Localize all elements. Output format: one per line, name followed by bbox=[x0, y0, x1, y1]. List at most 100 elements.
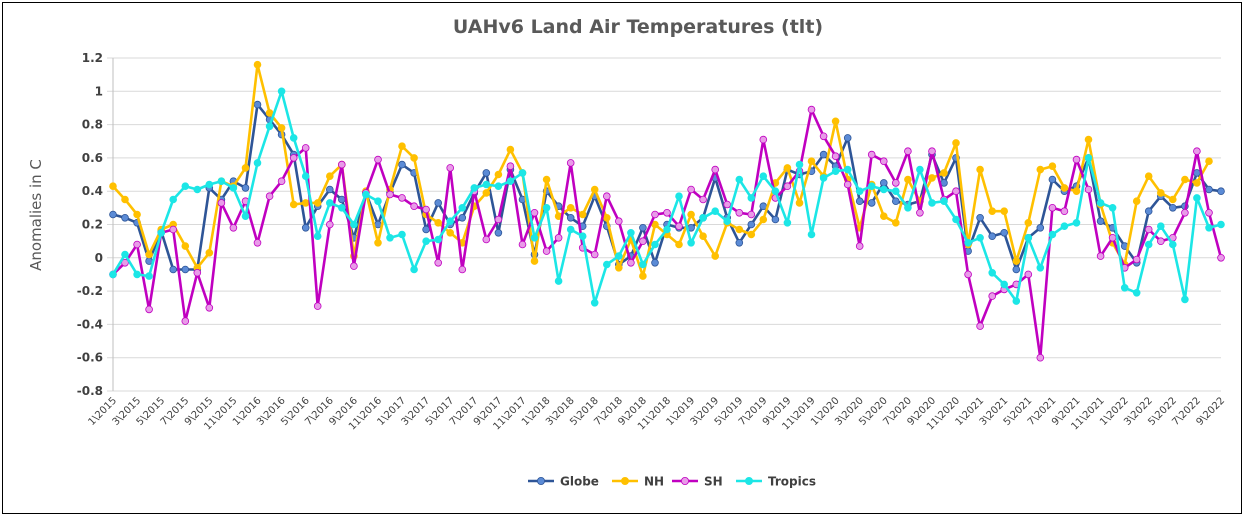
data-point bbox=[494, 215, 503, 224]
data-point bbox=[1144, 207, 1153, 216]
data-point bbox=[217, 177, 226, 186]
data-point bbox=[1217, 187, 1225, 196]
data-point bbox=[843, 134, 852, 142]
data-point bbox=[940, 197, 948, 206]
data-point bbox=[795, 160, 804, 169]
data-point bbox=[1036, 353, 1045, 362]
data-point bbox=[1012, 257, 1021, 265]
data-point bbox=[446, 217, 455, 226]
data-point bbox=[831, 167, 840, 176]
data-point bbox=[1000, 229, 1008, 237]
data-point bbox=[1036, 165, 1045, 174]
data-point bbox=[1048, 204, 1057, 212]
data-point bbox=[602, 192, 611, 201]
data-point bbox=[133, 210, 141, 219]
data-point bbox=[771, 187, 780, 196]
data-point bbox=[602, 260, 611, 269]
data-point bbox=[121, 250, 129, 259]
data-point bbox=[759, 172, 768, 181]
data-point bbox=[891, 219, 900, 227]
data-point bbox=[1144, 172, 1153, 181]
data-point bbox=[229, 224, 238, 232]
y-tick-label: 1 bbox=[95, 84, 103, 98]
data-point bbox=[1108, 204, 1117, 212]
data-point bbox=[181, 317, 190, 325]
data-point bbox=[566, 204, 575, 212]
data-point bbox=[1012, 265, 1021, 274]
data-point bbox=[1181, 209, 1189, 217]
data-point bbox=[687, 210, 695, 219]
data-point bbox=[1169, 240, 1177, 249]
data-point bbox=[1060, 222, 1069, 231]
data-point bbox=[590, 250, 599, 259]
data-point bbox=[386, 234, 394, 242]
data-point bbox=[663, 225, 671, 234]
data-point bbox=[494, 170, 503, 179]
data-point bbox=[867, 182, 876, 191]
data-point bbox=[542, 204, 551, 212]
data-point bbox=[482, 189, 491, 197]
data-point bbox=[1193, 169, 1201, 177]
data-point bbox=[181, 242, 190, 250]
y-tick-label: 0.4 bbox=[82, 184, 103, 198]
data-point bbox=[398, 194, 406, 202]
data-point bbox=[1048, 162, 1057, 171]
data-point bbox=[313, 232, 322, 241]
data-point bbox=[1193, 147, 1201, 156]
data-point bbox=[1205, 224, 1213, 232]
data-point bbox=[699, 232, 707, 241]
data-point bbox=[879, 212, 888, 221]
data-point bbox=[301, 224, 310, 232]
data-point bbox=[687, 185, 695, 194]
data-point bbox=[289, 154, 298, 162]
data-point bbox=[699, 214, 707, 222]
data-point bbox=[566, 159, 575, 167]
data-point bbox=[1072, 187, 1081, 196]
data-point bbox=[482, 235, 491, 244]
data-point bbox=[1072, 219, 1081, 227]
data-point bbox=[470, 184, 479, 192]
data-point bbox=[1132, 197, 1141, 206]
data-point bbox=[928, 199, 936, 207]
data-point bbox=[241, 164, 250, 172]
data-point bbox=[458, 265, 467, 274]
data-point bbox=[699, 195, 707, 204]
data-point bbox=[1024, 219, 1033, 227]
data-point bbox=[819, 150, 828, 159]
data-point bbox=[807, 105, 816, 114]
data-point bbox=[976, 322, 984, 330]
data-point bbox=[458, 204, 467, 212]
data-point bbox=[374, 197, 382, 206]
data-point bbox=[193, 185, 202, 194]
data-point bbox=[952, 139, 960, 147]
data-point bbox=[350, 220, 358, 229]
data-point bbox=[193, 268, 202, 277]
y-tick-label: 0.2 bbox=[82, 218, 103, 232]
data-point bbox=[1181, 175, 1189, 184]
data-point bbox=[301, 144, 310, 152]
data-point bbox=[506, 145, 515, 154]
series-tropics bbox=[109, 87, 1225, 307]
data-point bbox=[518, 169, 527, 177]
data-point bbox=[1072, 155, 1081, 164]
data-point bbox=[1205, 157, 1213, 166]
data-point bbox=[578, 210, 587, 219]
legend-marker bbox=[745, 476, 754, 485]
data-point bbox=[1096, 199, 1105, 207]
data-point bbox=[205, 180, 214, 189]
data-point bbox=[1157, 222, 1165, 231]
data-point bbox=[181, 182, 190, 191]
data-point bbox=[1024, 234, 1033, 242]
data-point bbox=[1024, 270, 1033, 279]
data-point bbox=[639, 224, 647, 232]
data-point bbox=[940, 169, 948, 177]
data-point bbox=[675, 222, 683, 231]
data-point bbox=[988, 232, 996, 241]
data-point bbox=[795, 199, 804, 207]
data-point bbox=[325, 220, 334, 229]
data-point bbox=[494, 182, 503, 191]
data-point bbox=[614, 252, 623, 260]
data-point bbox=[205, 303, 214, 312]
data-point bbox=[651, 258, 659, 267]
